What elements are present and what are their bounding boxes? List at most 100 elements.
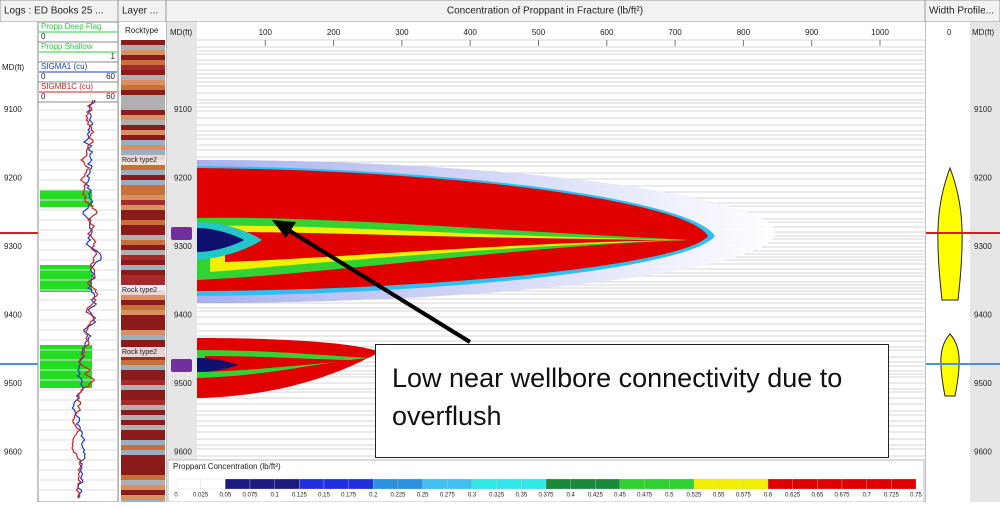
wellbore-marker <box>171 227 192 240</box>
panel-header[interactable]: Concentration of Proppant in Fracture (l… <box>447 6 643 17</box>
x-tick-label: 100 <box>259 28 273 37</box>
legend-max: 60 <box>106 92 115 101</box>
depth-label: 9200 <box>974 174 992 183</box>
depth-label: 9100 <box>4 105 22 114</box>
depth-label: 9600 <box>174 448 192 457</box>
panel-header[interactable]: Logs : ED Books 25 ... <box>4 6 104 17</box>
layer-band <box>121 140 165 145</box>
layer-band <box>121 130 165 135</box>
fracture-zone <box>205 356 360 372</box>
layer-band <box>121 245 165 250</box>
depth-label: 9300 <box>4 242 22 251</box>
depth-label: 9400 <box>974 311 992 320</box>
layer-band <box>121 120 165 125</box>
panel-header[interactable]: Layer ... <box>122 6 158 17</box>
colorbar-tick: 0.425 <box>588 493 604 499</box>
x-tick-label: 900 <box>805 28 819 37</box>
colorbar-bin <box>619 478 645 490</box>
x-tick-label: 600 <box>600 28 614 37</box>
layer-band <box>121 100 165 105</box>
colorbar-bin <box>644 478 670 490</box>
colorbar-tick: 0.225 <box>390 493 406 499</box>
colorbar-bin <box>866 478 892 490</box>
layer-band <box>121 225 165 230</box>
layer-band <box>121 475 165 480</box>
colorbar-tick: 0.4 <box>566 493 575 499</box>
colorbar-tick: 0.3 <box>468 493 477 499</box>
x-tick-label: 200 <box>327 28 341 37</box>
flag-zone <box>40 265 92 292</box>
layer-band <box>121 80 165 85</box>
colorbar-tick: 0.075 <box>242 493 258 499</box>
colorbar-tick: 0.675 <box>834 493 850 499</box>
depth-label: 9600 <box>974 448 992 457</box>
layer-band <box>121 40 165 45</box>
layer-band <box>121 55 165 60</box>
layer-band <box>121 260 165 265</box>
layer-band <box>121 400 165 405</box>
layer-band <box>121 310 165 315</box>
colorbar-tick: 0.5 <box>665 493 674 499</box>
depth-label: 9300 <box>174 242 192 251</box>
layer-band <box>121 455 165 460</box>
colorbar-bin <box>422 478 448 490</box>
log-curve <box>71 99 102 499</box>
depth-label: 9100 <box>974 105 992 114</box>
x-tick-label: 300 <box>395 28 409 37</box>
layer-band <box>121 360 165 365</box>
depth-label: 9400 <box>4 311 22 320</box>
layer-band <box>121 405 165 410</box>
layer-band <box>121 150 165 155</box>
callout: Low near wellbore connectivity due to ov… <box>375 344 889 458</box>
colorbar-tick: 0.65 <box>811 493 823 499</box>
layer-band <box>121 435 165 440</box>
layer-band <box>121 375 165 380</box>
layer-band <box>121 280 165 285</box>
layer-band <box>121 125 165 130</box>
layer-band <box>121 185 165 190</box>
layer-band <box>121 270 165 275</box>
layer-band <box>121 315 165 320</box>
layer-band <box>121 110 165 115</box>
depth-label: 9200 <box>4 174 22 183</box>
colorbar-bin <box>891 478 917 490</box>
colorbar-bin <box>274 478 300 490</box>
legend-name: SIGMA1 (cu) <box>41 62 88 71</box>
depth-label: 9500 <box>4 379 22 388</box>
colorbar-bin <box>817 478 843 490</box>
colorbar-tick: 0.125 <box>292 493 308 499</box>
colorbar-tick: 0.1 <box>270 493 279 499</box>
layer-band <box>121 135 165 140</box>
colorbar-bin <box>545 478 571 490</box>
layer-band <box>121 145 165 150</box>
layer-band <box>121 65 165 70</box>
colorbar-tick: 0.625 <box>785 493 801 499</box>
layer-band <box>121 230 165 235</box>
legend-min: 0 <box>41 32 46 41</box>
layer-band <box>121 440 165 445</box>
layer-band <box>121 465 165 470</box>
layer-band <box>121 240 165 245</box>
layer-band <box>121 195 165 200</box>
label-bg <box>121 155 165 165</box>
layer-band <box>121 485 165 490</box>
colorbar-tick: 0.525 <box>686 493 702 499</box>
fracture-zone <box>225 232 680 262</box>
colorbar-bin <box>323 478 349 490</box>
panel-header[interactable]: Width Profile... <box>929 6 994 17</box>
label-bg <box>121 285 165 295</box>
layer-label: Rock type2 <box>122 157 157 164</box>
colorbar-bin <box>397 478 423 490</box>
depth-label: 9500 <box>174 379 192 388</box>
fracture-core <box>197 228 244 252</box>
column-header: Rocktype <box>125 26 159 35</box>
colorbar-bin <box>767 478 793 490</box>
md-label: MD(ft) <box>170 28 193 37</box>
colorbar-tick: 0.45 <box>614 493 626 499</box>
layer-band <box>121 200 165 205</box>
colorbar-tick: 0.15 <box>318 493 330 499</box>
colorbar-bin <box>373 478 399 490</box>
layer-band <box>121 395 165 400</box>
layer-band <box>121 50 165 55</box>
colorbar-bin <box>299 478 325 490</box>
